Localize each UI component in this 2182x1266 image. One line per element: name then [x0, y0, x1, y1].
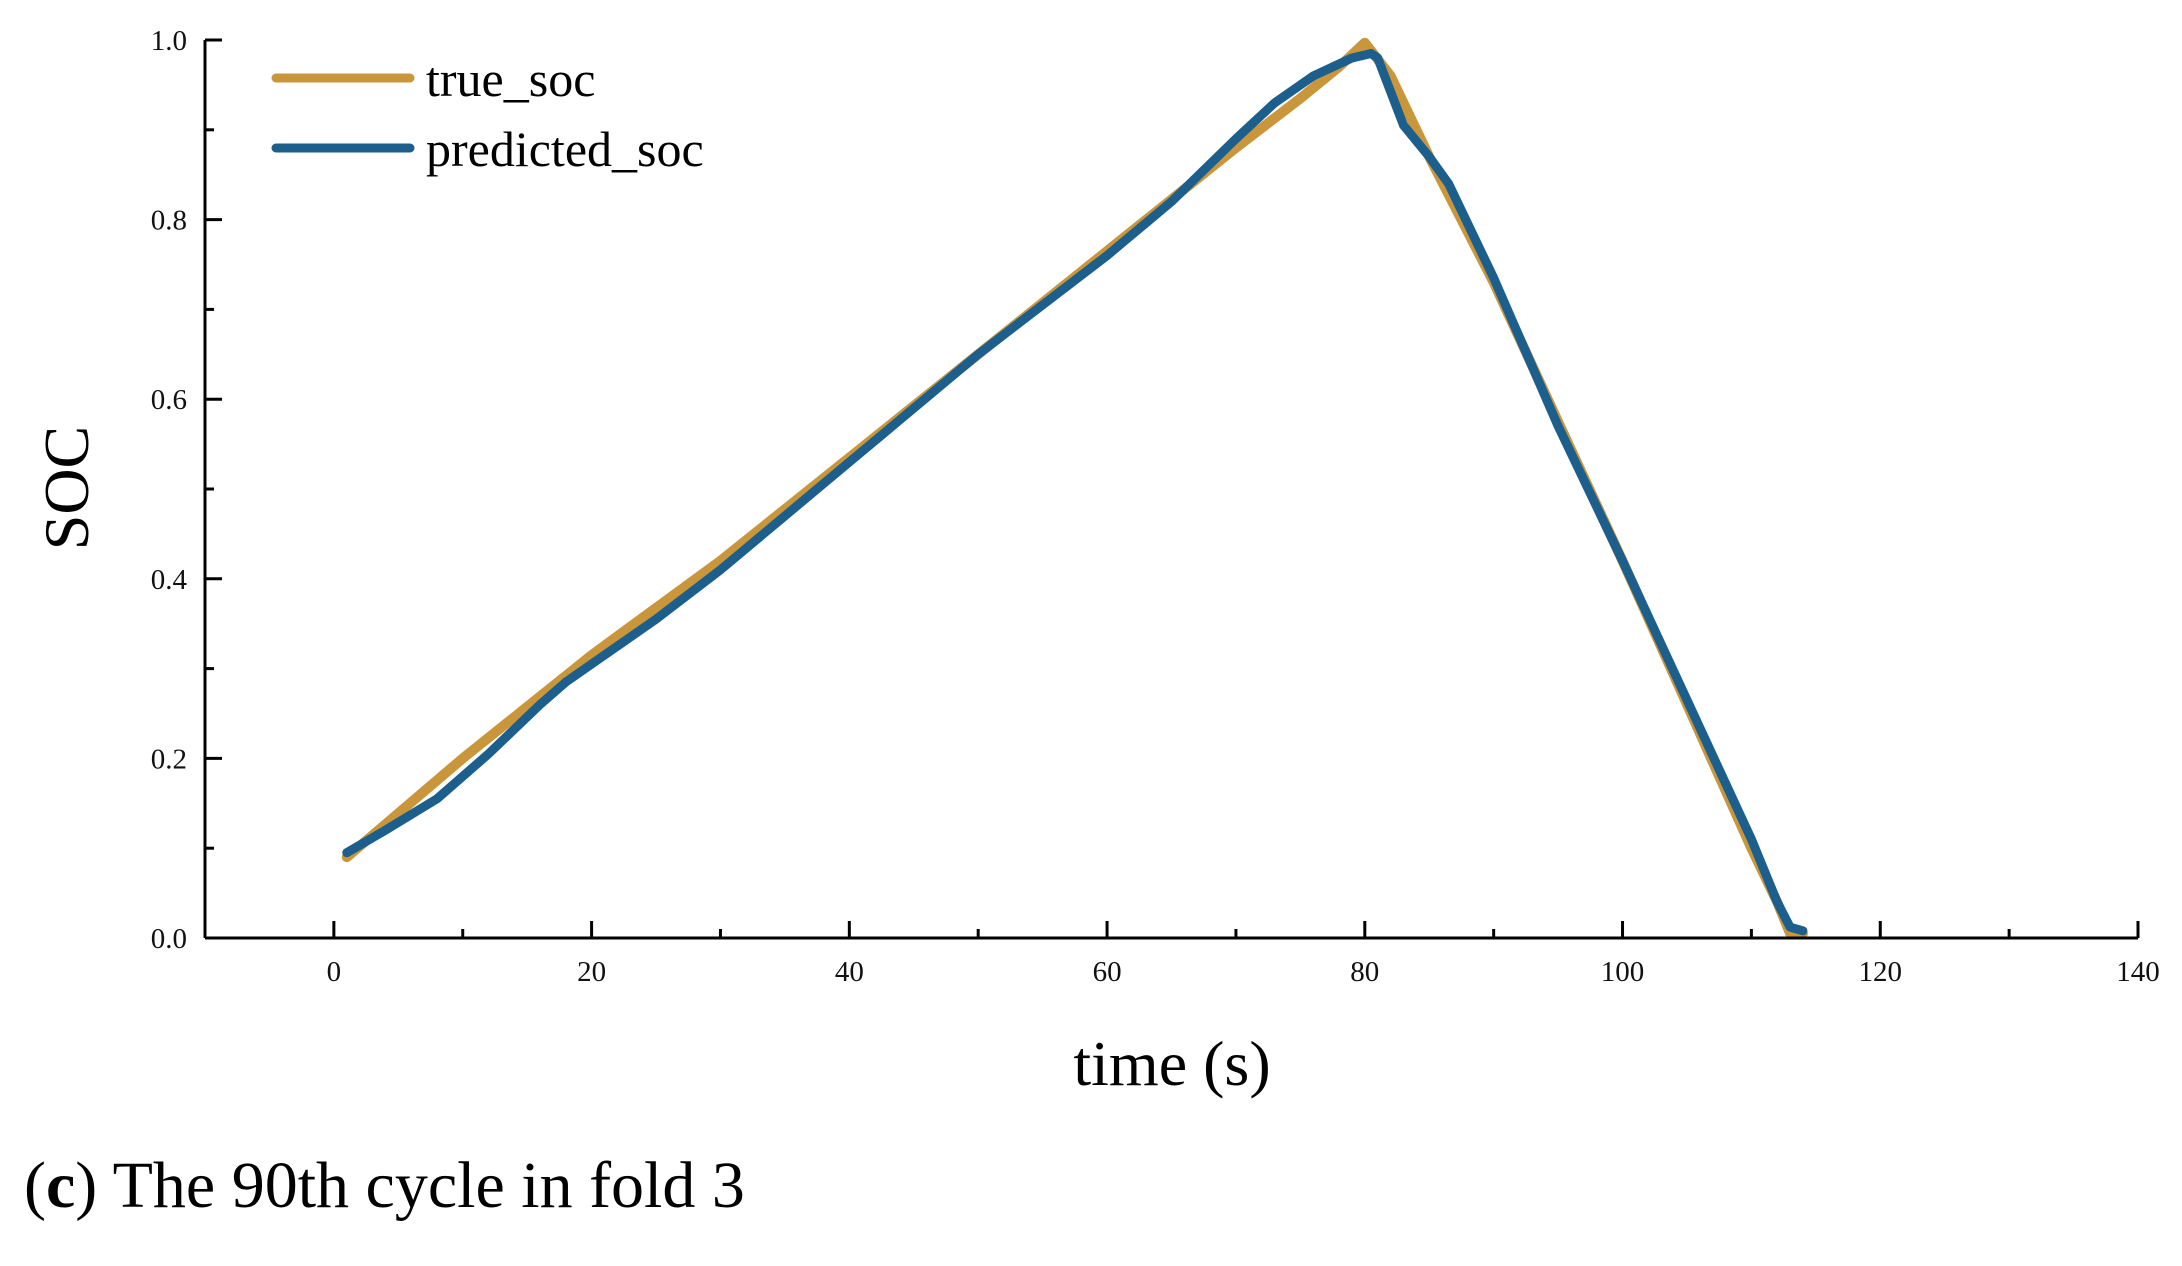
y-tick-label: 0.4 — [151, 564, 188, 596]
y-tick-label: 1.0 — [151, 25, 187, 57]
x-tick-label: 20 — [577, 956, 606, 988]
figure-caption: (c) The 90th cycle in fold 3 — [24, 1149, 745, 1222]
caption-label: c — [45, 1149, 76, 1222]
series-lines — [341, 37, 1808, 939]
x-tick-label: 60 — [1093, 956, 1122, 988]
legend-label-true-soc: true_soc — [426, 51, 595, 107]
x-tick-label: 40 — [835, 956, 864, 988]
axis-ticks: 0 20 40 60 80 100 120 140 0.0 0.2 0.4 0.6 0.8 1.0 — [151, 25, 2160, 988]
axes — [203, 40, 2138, 940]
caption-text: The 90th cycle in fold 3 — [112, 1149, 745, 1222]
x-tick-label: 80 — [1350, 956, 1379, 988]
y-tick-label: 0.6 — [151, 384, 187, 416]
y-tick-label: 0.8 — [151, 205, 187, 237]
x-tick-label: 140 — [2116, 956, 2160, 988]
y-axis-title: SOC — [31, 426, 102, 551]
legend-label-predicted-soc: predicted_soc — [426, 121, 704, 177]
y-tick-label: 0.2 — [151, 743, 187, 775]
x-axis-title: time (s) — [1073, 1028, 1270, 1099]
x-tick-label: 100 — [1601, 956, 1645, 988]
y-tick-label: 0.0 — [151, 923, 187, 955]
series-line-predicted-soc — [342, 49, 1808, 936]
x-tick-label: 0 — [327, 956, 342, 988]
x-tick-label: 120 — [1859, 956, 1903, 988]
legend: true_soc predicted_soc — [271, 51, 704, 177]
